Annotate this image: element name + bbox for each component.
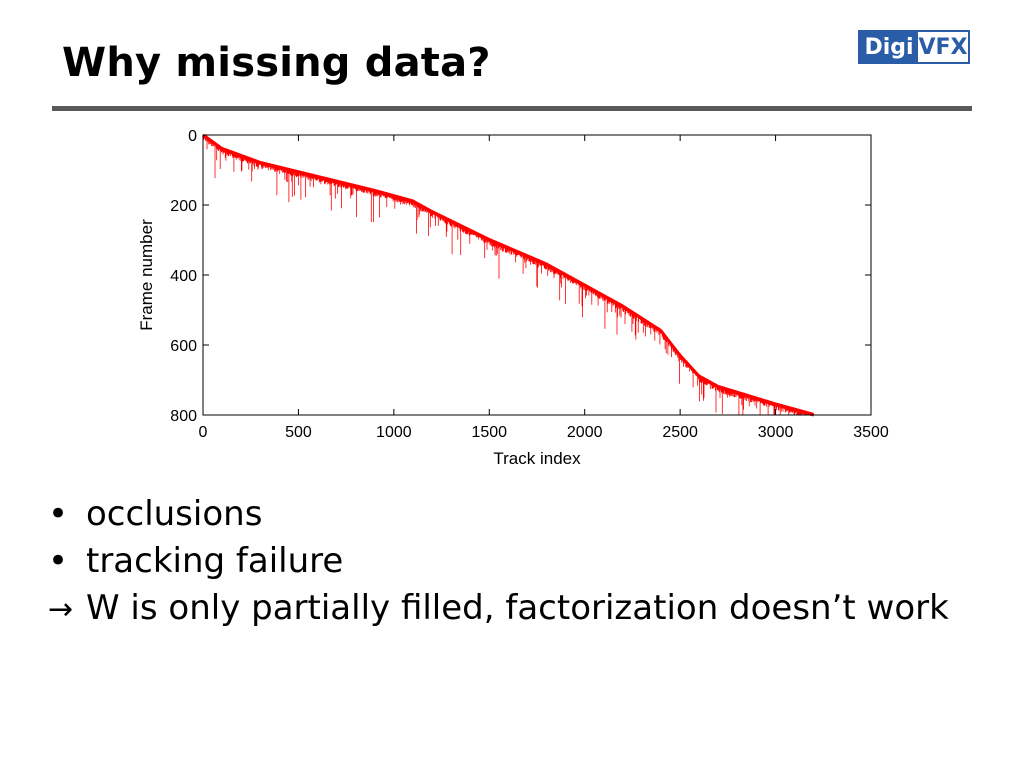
- y-axis: 0 200 400 600 800: [170, 128, 871, 425]
- title-divider: [52, 106, 972, 111]
- logo-text-digi: Digi: [860, 32, 918, 62]
- logo-text-vfx: VFX: [918, 32, 968, 62]
- y-axis-label: Frame number: [137, 219, 156, 331]
- conclusion-item: → W is only partially filled, factorizat…: [48, 588, 988, 629]
- y-tick-label: 200: [170, 198, 197, 215]
- x-tick-label: 0: [199, 424, 208, 441]
- frame-vs-track-chart: 0 500 1000 1500 2000 2500 3000 3500 0 200 400 600 8…: [137, 128, 889, 468]
- x-tick-label: 2000: [567, 424, 603, 441]
- arrow-icon: →: [48, 591, 74, 627]
- x-axis: 0 500 1000 1500 2000 2500 3000 3500: [199, 135, 889, 441]
- digivfx-logo: Digi VFX: [858, 30, 970, 64]
- y-tick-label: 600: [170, 338, 197, 355]
- track-spikes: [202, 135, 814, 415]
- slide-title: Why missing data?: [62, 40, 491, 86]
- y-tick-label: 0: [188, 128, 197, 145]
- x-tick-label: 3000: [758, 424, 794, 441]
- bullet-text: tracking failure: [86, 540, 344, 581]
- bullet-list: • occlusions • tracking failure → W is o…: [48, 494, 988, 634]
- x-tick-label: 1500: [471, 424, 507, 441]
- x-tick-label: 2500: [662, 424, 698, 441]
- y-tick-label: 400: [170, 268, 197, 285]
- bullet-mark: •: [48, 494, 69, 534]
- bullet-mark: •: [48, 540, 69, 581]
- x-tick-label: 1000: [376, 424, 412, 441]
- x-axis-label: Track index: [493, 449, 581, 468]
- x-tick-label: 3500: [853, 424, 889, 441]
- y-tick-label: 800: [170, 408, 197, 425]
- x-tick-label: 500: [285, 424, 312, 441]
- conclusion-text: W is only partially filled, factorizatio…: [86, 587, 949, 628]
- bullet-item: • occlusions: [48, 494, 988, 535]
- bullet-item: • tracking failure: [48, 541, 988, 582]
- plot-lines: [202, 133, 815, 417]
- bullet-text: occlusions: [86, 494, 263, 534]
- series-line: [202, 133, 815, 417]
